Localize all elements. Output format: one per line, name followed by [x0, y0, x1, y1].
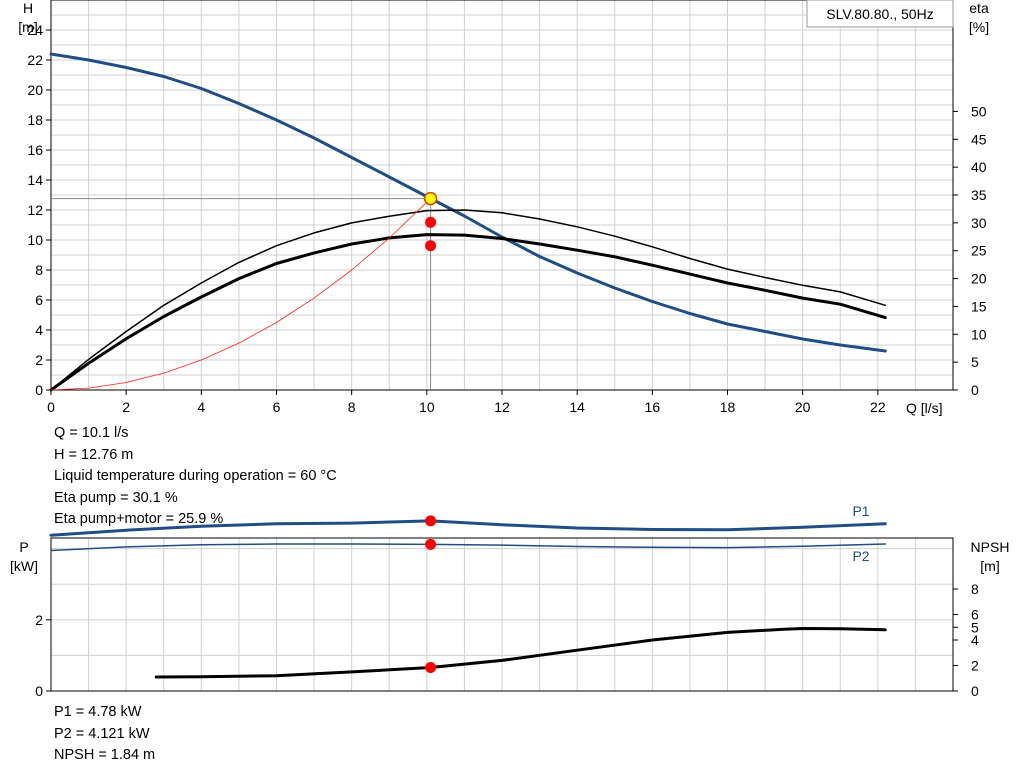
npsh-tick-label: 6: [971, 607, 979, 623]
readout-p1: P1 = 4.78 kW: [54, 704, 142, 720]
x-tick-label: 10: [419, 399, 435, 415]
y-right-tick-label: 10: [971, 326, 987, 342]
y-right-tick-label: 45: [971, 131, 987, 147]
y-tick-label: 16: [27, 142, 43, 158]
y-right-axis-label-line-1: [%]: [969, 19, 989, 35]
npsh-tick-label: 5: [971, 619, 979, 635]
npsh-tick-label: 2: [971, 658, 979, 674]
npsh-tick-label: 4: [971, 632, 979, 648]
p-tick-label: 0: [35, 683, 43, 699]
readout-liquid-temperature: Liquid temperature during operation = 60…: [54, 468, 337, 484]
power-readouts: P1 = 4.78 kW P2 = 4.121 kW NPSH = 1.84 m: [54, 702, 155, 767]
p2-curve-1: [50, 543, 887, 552]
duty-point-readouts: Q = 10.1 l/s H = 12.76 m Liquid temperat…: [54, 423, 337, 531]
readout-head: H = 12.76 m: [54, 446, 134, 463]
y-tick-label: 24: [27, 22, 43, 38]
eta-total-curve-2: [49, 233, 887, 392]
y-right-tick-label: 30: [971, 215, 987, 231]
y-tick-label: 0: [35, 382, 43, 398]
readout-p2: P2 = 4.121 kW: [54, 725, 150, 742]
y-tick-label: 12: [27, 202, 43, 218]
x-tick-label: 14: [569, 399, 585, 415]
y-tick-label: 4: [35, 322, 43, 338]
x-tick-label: 2: [122, 399, 130, 415]
y-right-tick-label: 5: [971, 354, 979, 370]
bottom-grid: [51, 538, 953, 691]
chart-title-box: [806, 0, 954, 28]
eta-pump-curve-1: [50, 209, 887, 391]
readout-eta-pump: Eta pump = 30.1 %: [54, 489, 178, 506]
y-right-tick-label: 20: [971, 271, 987, 287]
y-tick-label: 6: [35, 292, 43, 308]
npsh-tick-label: 0: [971, 683, 979, 699]
readout-npsh: NPSH = 1.84 m: [54, 747, 156, 763]
y-tick-label: 10: [27, 232, 43, 248]
y-tick-label: 20: [27, 82, 43, 98]
y-axis-label-line-1: [m]: [18, 19, 37, 35]
x-tick-label: 4: [197, 399, 205, 415]
p1-series-label: P1: [852, 503, 869, 519]
p2-series-label: P2: [852, 548, 869, 564]
y-right-tick-label: 0: [971, 382, 979, 398]
y-right-axis-label-line-0: eta: [969, 0, 989, 16]
y-tick-label: 2: [35, 352, 43, 368]
npsh-tick-label: 8: [971, 581, 979, 597]
system-curve-3: [50, 198, 432, 391]
x-tick-label: 22: [870, 399, 886, 415]
head-curve-0: [49, 52, 887, 353]
readout-eta-pump-motor: Eta pump+motor = 25.9 %: [54, 511, 224, 527]
y-tick-label: 8: [35, 262, 43, 278]
x-axis-label: Q [l/s]: [906, 400, 943, 416]
duty-point-p1-marker: [425, 515, 437, 527]
p-axis-label-line-1: [kW]: [10, 558, 38, 574]
y-tick-label: 14: [27, 172, 43, 188]
p-axis-label-line-0: P: [19, 539, 28, 555]
x-tick-label: 12: [494, 399, 510, 415]
x-tick-label: 8: [348, 399, 356, 415]
x-tick-label: 16: [645, 399, 661, 415]
p1-curve-0: [49, 519, 887, 537]
y-right-tick-label: 40: [971, 159, 987, 175]
duty-point-p2-marker: [425, 538, 437, 550]
duty-point-npsh-marker: [425, 662, 437, 674]
x-tick-label: 18: [720, 399, 736, 415]
readout-flow: Q = 10.1 l/s: [54, 425, 129, 441]
y-axis-label-line-0: H: [23, 0, 33, 16]
y-tick-label: 18: [27, 112, 43, 128]
x-tick-label: 6: [273, 399, 281, 415]
y-right-tick-label: 25: [971, 243, 987, 259]
npsh-axis-label-line-1: [m]: [980, 558, 999, 574]
chart-title: SLV.80.80., 50Hz: [826, 6, 933, 22]
npsh-axis-label-line-0: NPSH: [971, 539, 1010, 555]
y-right-tick-label: 15: [971, 298, 987, 314]
duty-point-eta-pump-marker: [425, 216, 437, 228]
p-tick-label: 2: [35, 612, 43, 628]
duty-point-eta-total-marker: [425, 240, 437, 252]
npsh-curve-2: [154, 627, 887, 679]
y-right-tick-label: 35: [971, 187, 987, 203]
duty-point-marker: [423, 191, 438, 206]
y-right-tick-label: 50: [971, 103, 987, 119]
y-tick-label: 22: [27, 52, 43, 68]
x-tick-label: 20: [795, 399, 811, 415]
x-tick-label: 0: [47, 399, 55, 415]
